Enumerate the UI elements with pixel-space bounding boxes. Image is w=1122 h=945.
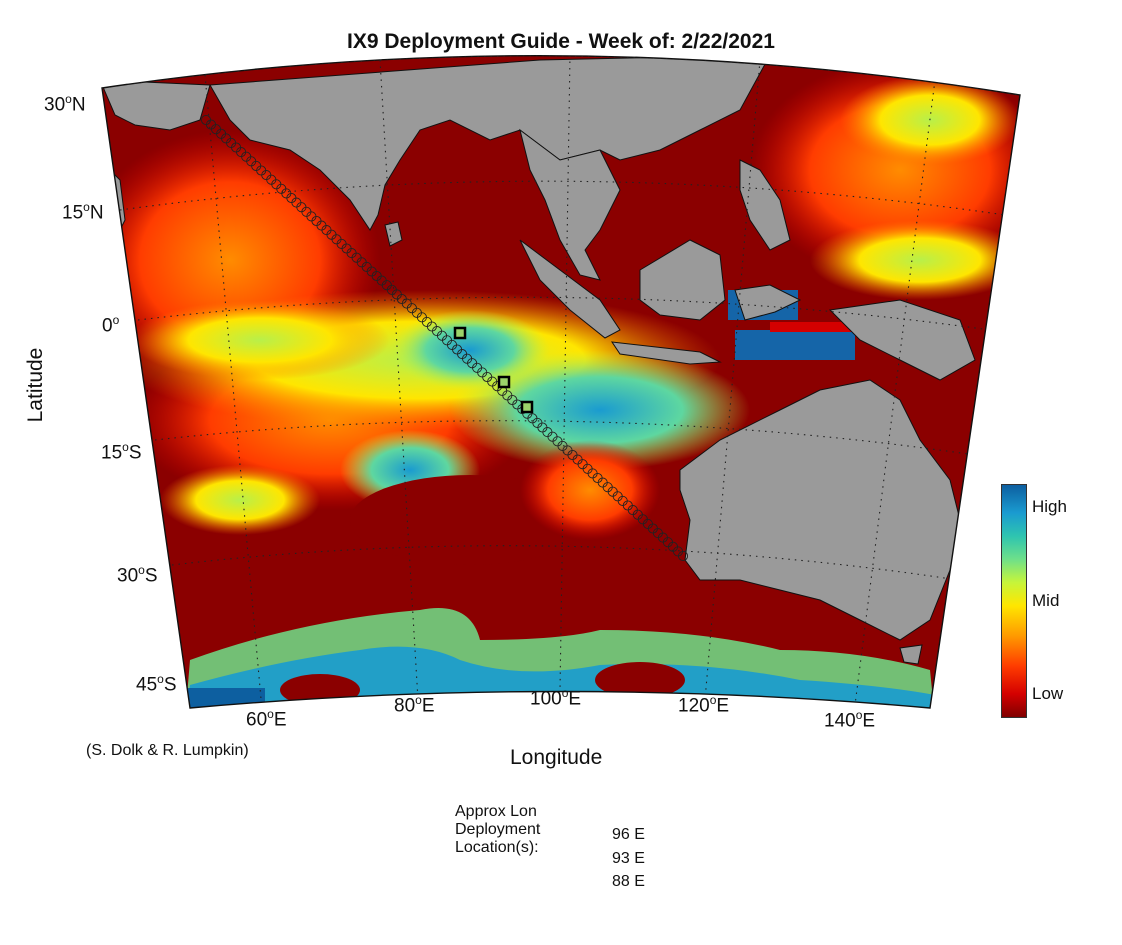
track-point: [677, 550, 689, 562]
land-australia: [679, 379, 961, 641]
deployment-location: 96 E: [612, 826, 645, 843]
field-patch: [735, 330, 855, 360]
deployment-marker: [520, 400, 534, 414]
y-axis-label: Latitude: [24, 347, 47, 423]
land-sulawesi: [734, 284, 802, 321]
colorbar-label-mid: Mid: [1032, 591, 1060, 610]
field-patch: [130, 300, 390, 380]
deployment-heading: Approx Lon Deployment Location(s):: [455, 803, 540, 857]
lat-tick-0: 0o: [102, 313, 120, 337]
lon-tick-100e: 100oE: [530, 686, 582, 710]
land-masses: [102, 55, 976, 665]
land-india-asia: [209, 55, 771, 231]
ix9-track: [200, 114, 689, 562]
credit-text: (S. Dolk & R. Lumpkin): [86, 742, 249, 759]
meridian-60e: [204, 74, 263, 709]
meridian-80e: [379, 59, 419, 701]
colorbar: [1001, 484, 1027, 718]
parallel-0: [137, 296, 991, 331]
deployment-heading-line: Deployment: [455, 821, 541, 838]
chart-title: IX9 Deployment Guide - Week of: 2/22/202…: [347, 30, 775, 53]
deployment-locations: 96 E 93 E 88 E: [612, 823, 645, 894]
lon-tick-80e: 80oE: [394, 693, 435, 717]
field-patch: [280, 674, 360, 706]
lat-tick-30s: 30oS: [117, 563, 158, 587]
colorbar-label-low: Low: [1032, 684, 1064, 703]
lat-tick-30n: 30oN: [44, 92, 86, 116]
field-patch: [770, 322, 880, 332]
field-patch: [520, 440, 660, 540]
deployment-marker: [453, 326, 467, 340]
parallel-15s: [154, 420, 976, 456]
parallel-15n: [119, 180, 1006, 216]
land-sri-lanka: [384, 221, 403, 247]
deployment-heading-line: Location(s):: [455, 839, 539, 856]
land-philippines: [739, 159, 791, 251]
land-madagascar: [102, 339, 126, 402]
lon-tick-140e: 140oE: [824, 708, 876, 732]
x-axis-label: Longitude: [510, 746, 603, 769]
lat-tick-45s: 45oS: [136, 672, 177, 696]
field-patch: [595, 662, 685, 698]
land-sumatra: [519, 239, 621, 339]
land-indochina: [519, 128, 621, 281]
land-borneo: [639, 239, 726, 321]
parallel-30n: [102, 55, 1020, 96]
lat-tick-15n: 15oN: [62, 200, 104, 224]
deployment-heading-line: Approx Lon: [455, 803, 537, 820]
lat-tick-15s: 15oS: [101, 440, 142, 464]
lon-tick-120e: 120oE: [678, 693, 730, 717]
deployment-marker: [497, 375, 511, 389]
field-patch: [450, 350, 750, 470]
parallel-30s: [171, 545, 959, 581]
map-frame: [101, 54, 1021, 709]
meridian-140e: [854, 79, 936, 706]
field-patch: [390, 310, 550, 390]
land-java: [610, 341, 722, 365]
deployment-location: 88 E: [612, 873, 645, 890]
field-patch: [810, 220, 1020, 300]
field-patch: [160, 465, 320, 535]
graticule: [102, 55, 1020, 709]
deployment-markers: [453, 326, 534, 414]
land-new-guinea: [828, 299, 976, 381]
colorbar-label-high: High: [1032, 497, 1067, 516]
land-tasmania: [899, 644, 923, 665]
lon-tick-60e: 60oE: [246, 707, 287, 731]
deployment-location: 93 E: [612, 849, 645, 867]
